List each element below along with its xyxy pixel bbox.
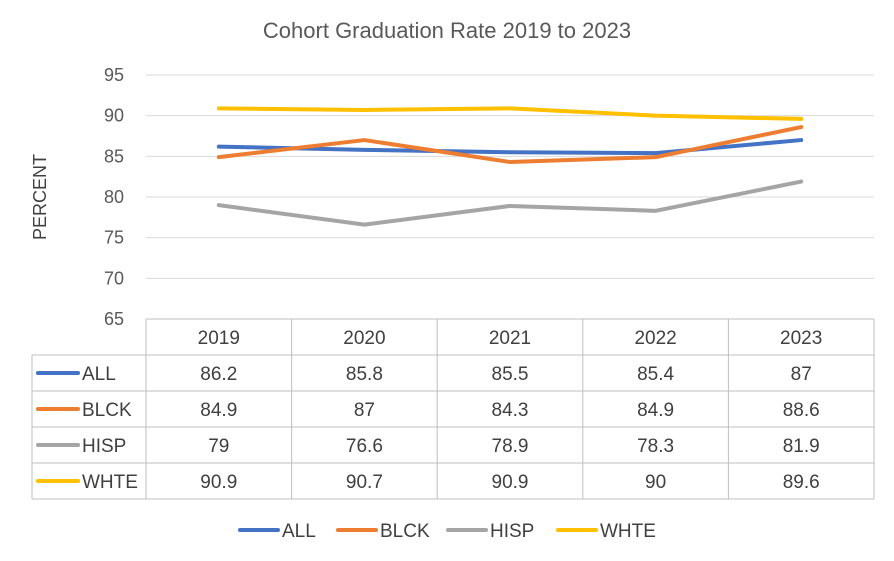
legend-label: ALL	[282, 521, 316, 542]
table-series-label: BLCK	[82, 400, 132, 421]
data-value: 86.2	[200, 364, 237, 385]
y-tick-label: 75	[104, 228, 124, 248]
series-line-whte	[216, 106, 804, 121]
legend-label: WHTE	[600, 521, 656, 542]
series-lines	[216, 106, 804, 227]
y-tick-label: 70	[104, 268, 124, 288]
y-tick-label: 95	[104, 65, 124, 85]
data-value: 76.6	[346, 436, 383, 457]
series-line-hisp	[216, 179, 804, 227]
data-value: 87	[791, 364, 812, 385]
data-value: 79	[208, 436, 229, 457]
data-value: 85.4	[637, 364, 674, 385]
table-series-label: ALL	[82, 364, 116, 385]
data-value: 90.9	[492, 472, 529, 493]
data-value: 84.9	[637, 400, 674, 421]
gridlines	[146, 74, 874, 320]
x-tick-label: 2020	[343, 328, 385, 349]
y-tick-label: 90	[104, 106, 124, 126]
x-tick-label: 2022	[634, 328, 676, 349]
data-value: 78.9	[492, 436, 529, 457]
chart-title: Cohort Graduation Rate 2019 to 2023	[263, 18, 631, 43]
data-value: 88.6	[783, 400, 820, 421]
series-line-blck	[216, 125, 804, 165]
y-tick-labels: 65 70 75 80 85 90 95	[104, 65, 124, 329]
legend-label: HISP	[490, 521, 534, 542]
data-value: 78.3	[637, 436, 674, 457]
data-value: 85.5	[492, 364, 529, 385]
data-value: 90	[645, 472, 666, 493]
data-value: 87	[354, 400, 375, 421]
y-axis-label: PERCENT	[30, 154, 50, 240]
table-series-label: WHTE	[82, 472, 138, 493]
table-series-label: HISP	[82, 436, 126, 457]
data-value: 84.9	[200, 400, 237, 421]
data-value: 85.8	[346, 364, 383, 385]
x-tick-label: 2021	[489, 328, 531, 349]
legend: ALL BLCK HISP WHTE	[238, 521, 656, 542]
data-value: 90.7	[346, 472, 383, 493]
x-tick-label: 2019	[198, 328, 240, 349]
data-value: 90.9	[200, 472, 237, 493]
data-value: 81.9	[783, 436, 820, 457]
x-tick-label: 2023	[780, 328, 822, 349]
y-tick-label: 65	[104, 309, 124, 329]
data-table: 2019 2020 2021 2022 2023 ALL 86.2 85.8 85.5 85.4 8…	[31, 318, 875, 500]
y-tick-label: 85	[104, 146, 124, 166]
legend-label: BLCK	[380, 521, 430, 542]
data-value: 89.6	[783, 472, 820, 493]
y-tick-label: 80	[104, 187, 124, 207]
data-value: 84.3	[492, 400, 529, 421]
